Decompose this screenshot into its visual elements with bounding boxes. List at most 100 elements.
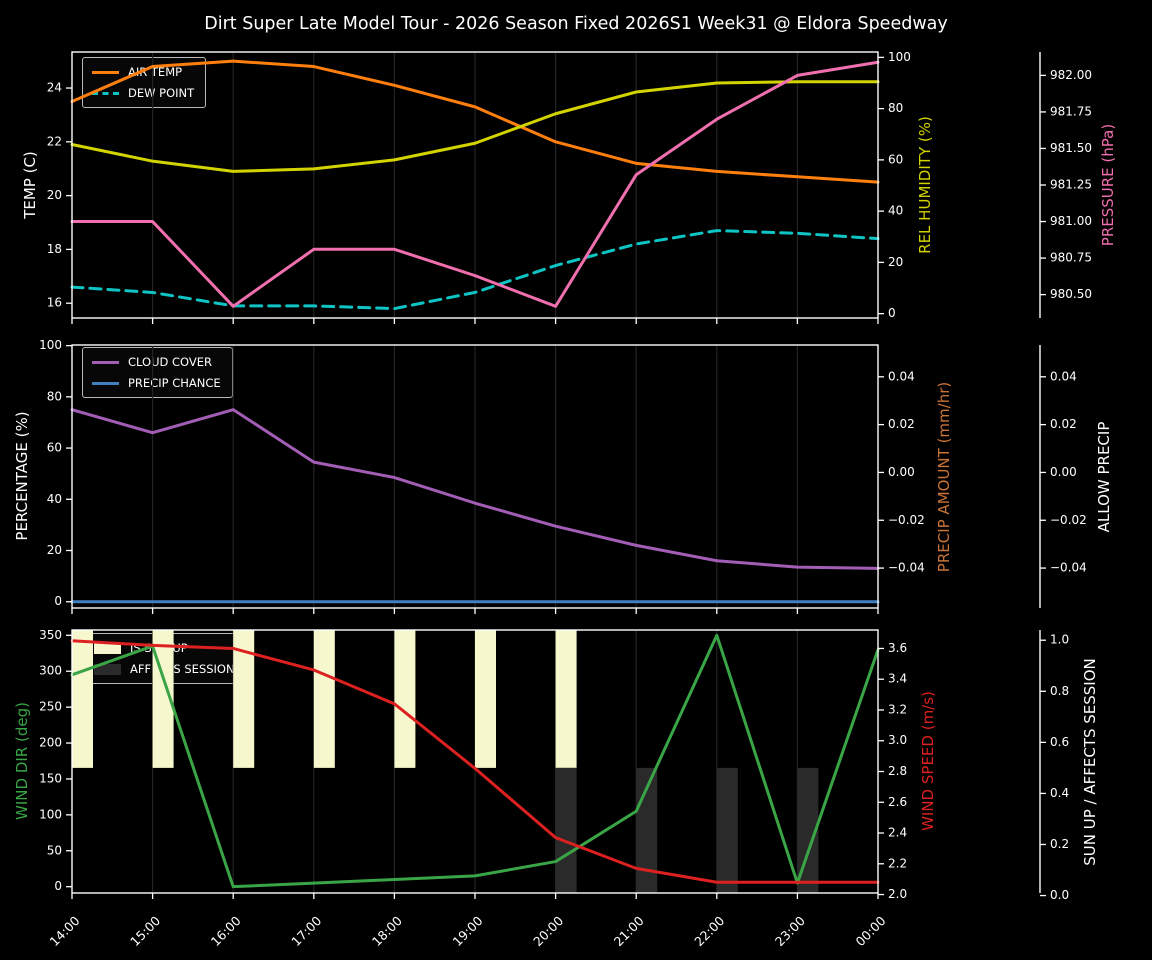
axis-label-precip-amount: PRECIP AMOUNT (mm/hr) bbox=[935, 381, 953, 573]
tick-label: 100 bbox=[888, 50, 911, 64]
tick-label: 60 bbox=[47, 441, 62, 455]
legend-label: DEW POINT bbox=[128, 86, 195, 100]
tick-label: 0 bbox=[54, 594, 62, 608]
tick-label: 0.02 bbox=[888, 417, 915, 431]
tick-label: −0.04 bbox=[1050, 561, 1087, 575]
series-line-rel-humidity bbox=[70, 80, 880, 173]
series-line-air-temp bbox=[70, 59, 880, 184]
tick-label: 981.00 bbox=[1050, 214, 1092, 228]
bar-is-sun-up bbox=[475, 630, 496, 768]
legend-swatch bbox=[92, 360, 119, 364]
tick-label: 0.4 bbox=[1050, 786, 1069, 800]
x-tick-label: 23:00 bbox=[772, 913, 808, 949]
legend-item: DEW POINT bbox=[92, 86, 194, 100]
tick-label: 2.0 bbox=[888, 887, 907, 901]
legend-item: CLOUD COVER bbox=[92, 355, 221, 369]
bar-is-sun-up bbox=[233, 630, 255, 768]
tick-label: 20 bbox=[47, 188, 62, 202]
axis-label-percentage: PERCENTAGE (%) bbox=[13, 411, 31, 541]
x-tick-label: 19:00 bbox=[450, 913, 486, 949]
tick-label: 50 bbox=[47, 843, 62, 857]
legend-swatch bbox=[94, 663, 121, 675]
legend-swatch bbox=[92, 70, 119, 74]
axis-label-wind-speed: WIND SPEED (m/s) bbox=[919, 691, 937, 831]
legend-swatch bbox=[92, 91, 119, 95]
tick-label: 2.6 bbox=[888, 795, 907, 809]
tick-label: 60 bbox=[888, 152, 903, 166]
tick-label: 100 bbox=[39, 338, 62, 352]
tick-label: 3.4 bbox=[888, 672, 907, 686]
legend-label: PRECIP CHANCE bbox=[128, 376, 221, 390]
tick-label: 20 bbox=[47, 543, 62, 557]
bar-is-sun-up bbox=[313, 630, 335, 768]
tick-label: 20 bbox=[888, 255, 903, 269]
tick-label: 16 bbox=[47, 296, 62, 310]
x-tick-label: 16:00 bbox=[208, 913, 244, 949]
tick-label: 0.2 bbox=[1050, 837, 1069, 851]
series-line-dew-point bbox=[70, 229, 880, 311]
axis-label-pressure: PRESSURE (hPa) bbox=[1099, 123, 1117, 247]
tick-label: 18 bbox=[47, 242, 62, 256]
tick-label: 100 bbox=[39, 807, 62, 821]
tick-label: 0.00 bbox=[1050, 465, 1077, 479]
x-tick-label: 00:00 bbox=[853, 913, 889, 949]
tick-label: 40 bbox=[47, 492, 62, 506]
tick-label: 3.2 bbox=[888, 702, 907, 716]
tick-label: 250 bbox=[39, 700, 62, 714]
tick-label: −0.02 bbox=[1050, 513, 1087, 527]
series-line-wind-dir bbox=[70, 633, 880, 889]
tick-label: 0 bbox=[54, 879, 62, 893]
legend-label: AIR TEMP bbox=[128, 65, 183, 79]
legend-cloud-panel: CLOUD COVER PRECIP CHANCE bbox=[82, 347, 233, 398]
tick-label: 982.00 bbox=[1050, 68, 1092, 82]
legend-item: AIR TEMP bbox=[92, 65, 194, 79]
tick-label: 150 bbox=[39, 771, 62, 785]
bar-affects-session bbox=[716, 767, 738, 893]
tick-label: 1.0 bbox=[1050, 633, 1069, 647]
series-line-pressure bbox=[70, 60, 880, 308]
bar-affects-session bbox=[555, 767, 577, 893]
tick-label: 0 bbox=[888, 306, 896, 320]
tick-label: 350 bbox=[39, 628, 62, 642]
legend-item: PRECIP CHANCE bbox=[92, 376, 221, 390]
x-tick-label: 17:00 bbox=[288, 913, 324, 949]
tick-label: 981.25 bbox=[1050, 178, 1092, 192]
legend-swatch bbox=[94, 642, 121, 654]
bar-is-sun-up bbox=[72, 630, 93, 768]
tick-label: 300 bbox=[39, 664, 62, 678]
x-tick-label: 22:00 bbox=[691, 913, 727, 949]
chart-title: Dirt Super Late Model Tour - 2026 Season… bbox=[204, 14, 948, 34]
tick-label: 980.50 bbox=[1050, 287, 1092, 301]
bar-affects-session bbox=[797, 767, 819, 893]
x-tick-label: 20:00 bbox=[530, 913, 566, 949]
axis-label-allow-precip: ALLOW PRECIP bbox=[1095, 421, 1113, 533]
tick-label: 22 bbox=[47, 134, 62, 148]
tick-label: 2.2 bbox=[888, 856, 907, 870]
axis-label-sun-up: SUN UP / AFFECTS SESSION bbox=[1081, 658, 1099, 866]
tick-label: 0.02 bbox=[1050, 417, 1077, 431]
tick-label: 200 bbox=[39, 736, 62, 750]
tick-label: 3.0 bbox=[888, 733, 907, 747]
tick-label: −0.04 bbox=[888, 561, 925, 575]
axis-label-wind-dir: WIND DIR (deg) bbox=[13, 702, 31, 820]
tick-label: 0.04 bbox=[1050, 369, 1077, 383]
axis-label-temp: TEMP (C) bbox=[21, 151, 39, 219]
axis-label-rel-humidity: REL HUMIDITY (%) bbox=[916, 116, 934, 254]
tick-label: 40 bbox=[888, 204, 903, 218]
tick-label: −0.02 bbox=[888, 513, 925, 527]
legend-label: CLOUD COVER bbox=[128, 355, 213, 369]
tick-label: 980.75 bbox=[1050, 251, 1092, 265]
tick-label: 0.8 bbox=[1050, 684, 1069, 698]
series-line-wind-speed bbox=[70, 639, 880, 884]
x-tick-label: 21:00 bbox=[611, 913, 647, 949]
legend-swatch bbox=[92, 381, 119, 385]
bar-is-sun-up bbox=[555, 630, 577, 768]
tick-label: 981.75 bbox=[1050, 104, 1092, 118]
bar-is-sun-up bbox=[394, 630, 416, 768]
tick-label: 981.50 bbox=[1050, 141, 1092, 155]
tick-label: 80 bbox=[47, 389, 62, 403]
x-tick-label: 14:00 bbox=[47, 913, 83, 949]
tick-label: 3.6 bbox=[888, 641, 907, 655]
